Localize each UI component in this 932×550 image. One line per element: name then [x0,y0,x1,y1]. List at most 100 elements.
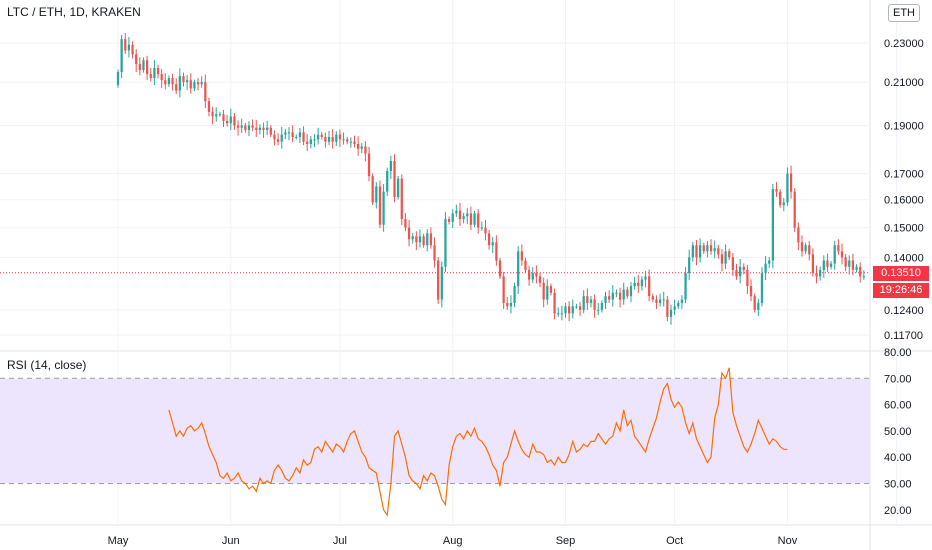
candle-body [356,144,360,149]
candle-body [127,44,131,51]
last-price-tag: 0.13510 [873,266,929,281]
candle-body [462,216,465,220]
rsi-tick-label: 70.00 [884,373,912,385]
candle-body [204,82,207,102]
candle-body [739,266,742,277]
candle-body [688,257,691,274]
candle-body [145,60,149,75]
candle-body [524,260,527,270]
rsi-band-fill [0,378,870,484]
candle-body [262,127,265,131]
candle-body [178,76,181,91]
candle-body [411,236,414,240]
candle-body [542,282,545,300]
candle-body [695,245,698,258]
candle-body [822,260,825,270]
candle-body [371,176,374,203]
candle-body [549,286,553,293]
candle-body [269,127,272,135]
candle-body [808,245,811,255]
candle-body [429,233,433,246]
rsi-tick-label: 30.00 [884,479,912,491]
candle-body [367,153,371,177]
candle-body [498,260,502,277]
time-tick-label: Jul [333,535,347,547]
candle-body [309,139,312,145]
candle-body [506,302,509,307]
candle-body [167,78,171,85]
candle-body [284,132,287,135]
candle-body [131,44,134,55]
candle-body [731,257,734,270]
candle-body [800,242,804,252]
candle-body [811,254,815,274]
candle-body [295,136,298,138]
candle-body [433,245,436,261]
candle-body [684,273,687,300]
candle-body [666,299,669,317]
candle-body [560,313,563,315]
candle-body [455,210,458,214]
candle-body [611,292,614,300]
candle-body [840,251,844,258]
candle-body [771,189,775,261]
candle-body [713,248,716,252]
candle-body [837,245,840,252]
candle-body [255,127,258,131]
candle-body [487,233,491,246]
candle-body [629,286,633,297]
rsi-tick-label: 80.00 [884,347,912,359]
candle-body [855,266,858,270]
candle-body [451,213,454,222]
candle-body [677,302,680,307]
candle-body [564,306,567,314]
candle-body [447,219,451,222]
candle-body [615,292,618,294]
candle-body [331,136,334,142]
candle-body [753,296,756,310]
candle-body [717,248,720,255]
candle-body [658,299,662,303]
candle-body [637,282,640,287]
candle-body [466,213,469,217]
candle-body [440,266,443,300]
candle-body [709,245,713,252]
candle-body [848,260,851,267]
candle-body [458,210,462,220]
candle-body [775,189,778,192]
candle-body [138,64,141,71]
candle-body [397,178,400,198]
candle-body [706,245,709,252]
candle-body [353,141,356,145]
candle-body [120,39,123,73]
candle-body [182,76,185,83]
time-tick-label: Oct [666,535,683,547]
candle-body [735,269,738,277]
candle-body [480,227,483,229]
candle-body [229,116,232,124]
candle-body [185,80,189,83]
candle-body [502,276,505,303]
candle-body [749,286,753,297]
candle-body [655,299,658,303]
candle-body [258,127,262,131]
candle-body [826,260,829,267]
candle-body [389,160,392,171]
candle-body [415,236,418,243]
candle-body [233,116,236,126]
symbol-title: LTC / ETH, 1D, KRAKEN [7,5,141,19]
candle-body [236,125,240,128]
unit-button[interactable]: ETH [888,4,920,22]
candle-body [546,286,549,300]
candle-body [779,191,782,206]
candle-body [815,273,818,277]
candle-body [626,289,629,297]
candle-body [844,257,847,267]
candle-body [557,313,560,315]
candle-body [600,302,604,310]
candle-body [698,245,702,258]
candle-body [477,213,480,228]
rsi-tick-label: 60.00 [884,400,912,412]
candle-body [375,186,378,203]
